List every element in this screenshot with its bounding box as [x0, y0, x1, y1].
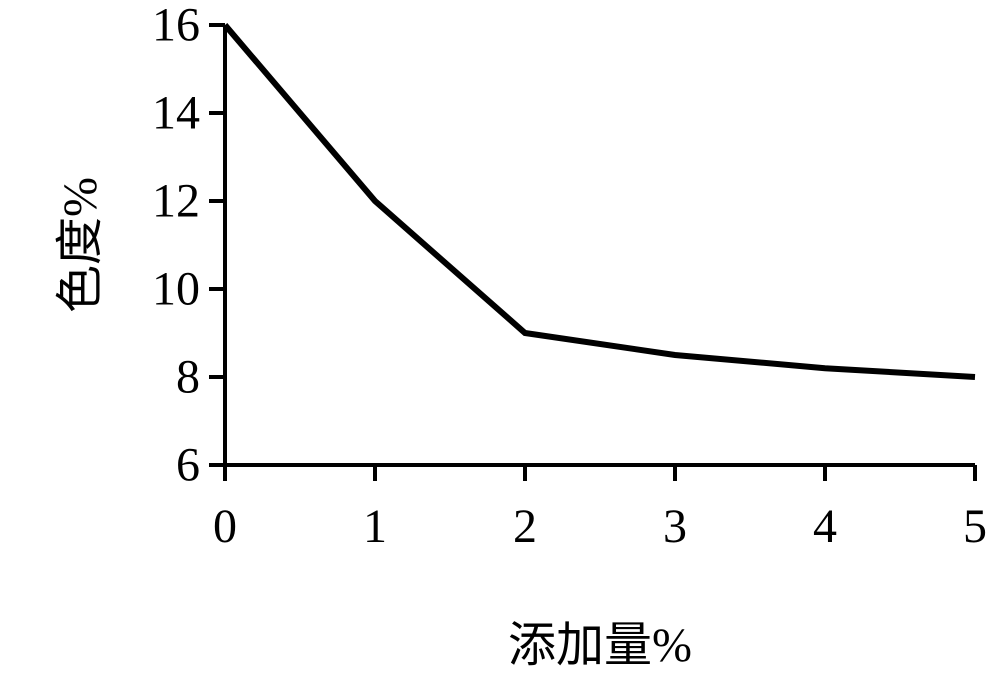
data-series-line [225, 25, 975, 377]
x-tick-label: 5 [963, 499, 987, 554]
x-tick-label: 4 [813, 499, 837, 554]
chart-svg [0, 0, 1000, 681]
y-tick-label: 16 [152, 0, 200, 53]
x-axis-title: 添加量% [508, 605, 692, 675]
y-tick-label: 12 [152, 174, 200, 229]
y-tick-label: 14 [152, 86, 200, 141]
y-axis-title: 色度% [40, 177, 110, 313]
y-tick-label: 8 [176, 350, 200, 405]
x-tick-label: 2 [513, 499, 537, 554]
x-tick-label: 3 [663, 499, 687, 554]
x-tick-label: 0 [213, 499, 237, 554]
line-chart: 0123456810121416添加量%色度% [0, 0, 1000, 681]
y-tick-label: 6 [176, 438, 200, 493]
y-tick-label: 10 [152, 262, 200, 317]
x-tick-label: 1 [363, 499, 387, 554]
